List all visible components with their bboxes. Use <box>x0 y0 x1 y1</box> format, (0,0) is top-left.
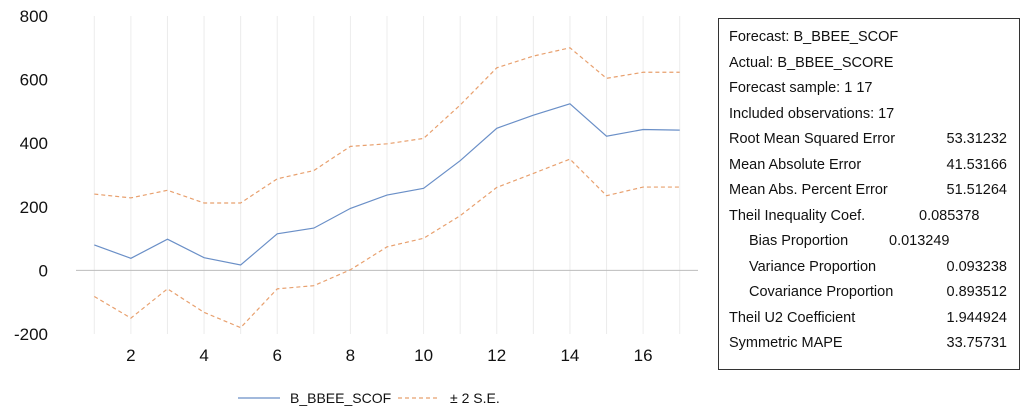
y-tick-label: 400 <box>20 134 48 153</box>
stat-row-actual: Actual: B_BBEE_SCORE <box>729 51 1019 77</box>
forecast-series-line <box>94 103 680 266</box>
legend-label: B_BBEE_SCOF <box>290 390 391 406</box>
y-tick-label: -200 <box>14 325 48 344</box>
stat-label: Theil Inequality Coef. <box>729 207 866 224</box>
stat-row-bias-proportion: Bias Proportion 0.013249 <box>729 229 1019 255</box>
stat-row-forecast: Forecast: B_BBEE_SCOF <box>729 25 1019 51</box>
stat-value: 53.31232 <box>946 131 1007 147</box>
x-tick-label: 4 <box>199 346 208 365</box>
stat-label: Symmetric MAPE <box>729 335 843 351</box>
stat-label: Variance Proportion <box>749 258 877 275</box>
stat-value: 0.893512 <box>946 284 1007 300</box>
stat-row-mae: Mean Absolute Error 41.53166 <box>729 153 1019 179</box>
y-tick-label: 200 <box>20 198 48 217</box>
stat-value: 33.75731 <box>946 335 1007 351</box>
stat-value: 1.944924 <box>946 309 1007 326</box>
stat-label: Bias Proportion <box>749 233 849 249</box>
stat-row-symmetric-mape: Symmetric MAPE 33.75731 <box>729 331 1019 357</box>
stat-row-forecast-sample: Forecast sample: 1 17 <box>729 76 1019 102</box>
stat-label: Theil U2 Coefficient <box>729 309 856 326</box>
y-tick-label: 0 <box>39 261 48 280</box>
forecast-statistics-box: Forecast: B_BBEE_SCOF Actual: B_BBEE_SCO… <box>718 18 1020 370</box>
x-tick-label: 10 <box>414 346 433 365</box>
stat-value: 51.51264 <box>946 182 1007 198</box>
stat-label: Forecast: B_BBEE_SCOF <box>729 29 899 45</box>
stat-label: Forecast sample: 1 17 <box>729 80 873 96</box>
x-tick-label: 2 <box>126 346 135 365</box>
stat-row-rmse: Root Mean Squared Error 53.31232 <box>729 127 1019 153</box>
stat-row-theil-u2: Theil U2 Coefficient 1.944924 <box>729 306 1019 332</box>
stat-label: Covariance Proportion <box>749 284 894 300</box>
upper-band-line <box>94 47 680 204</box>
stat-row-theil-inequality: Theil Inequality Coef. 0.085378 <box>729 204 1019 230</box>
stat-label: Mean Absolute Error <box>729 156 862 173</box>
stat-label: Included observations: 17 <box>729 105 895 122</box>
stat-row-covariance-proportion: Covariance Proportion 0.893512 <box>729 280 1019 306</box>
axes: 800 600 400 200 0 -200 2 4 6 8 10 12 14 16 <box>14 7 698 365</box>
x-tick-label: 16 <box>634 346 653 365</box>
stat-row-mape: Mean Abs. Percent Error 51.51264 <box>729 178 1019 204</box>
y-tick-label: 800 <box>20 7 48 26</box>
stat-value: 0.013249 <box>889 233 950 249</box>
x-tick-label: 12 <box>487 346 506 365</box>
stat-value: 0.085378 <box>919 207 980 224</box>
stat-label: Mean Abs. Percent Error <box>729 182 888 198</box>
x-tick-label: 6 <box>273 346 282 365</box>
stat-value: 0.093238 <box>946 258 1007 275</box>
lower-band-line <box>93 158 680 329</box>
y-tick-label: 600 <box>20 71 48 90</box>
legend: B_BBEE_SCOF ± 2 S.E. <box>238 390 500 406</box>
stat-row-variance-proportion: Variance Proportion 0.093238 <box>729 255 1019 281</box>
forecast-chart: 800 600 400 200 0 -200 2 4 6 8 10 12 14 16 B_BBEE_SCO… <box>14 7 698 406</box>
legend-label: ± 2 S.E. <box>450 390 500 406</box>
x-tick-label: 14 <box>560 346 579 365</box>
series-lines <box>93 47 680 329</box>
gridlines <box>93 16 681 334</box>
x-tick-label: 8 <box>346 346 355 365</box>
stat-label: Root Mean Squared Error <box>729 131 896 147</box>
stat-label: Actual: B_BBEE_SCORE <box>729 54 894 71</box>
stat-row-included-observations: Included observations: 17 <box>729 102 1019 128</box>
stat-value: 41.53166 <box>946 156 1007 173</box>
